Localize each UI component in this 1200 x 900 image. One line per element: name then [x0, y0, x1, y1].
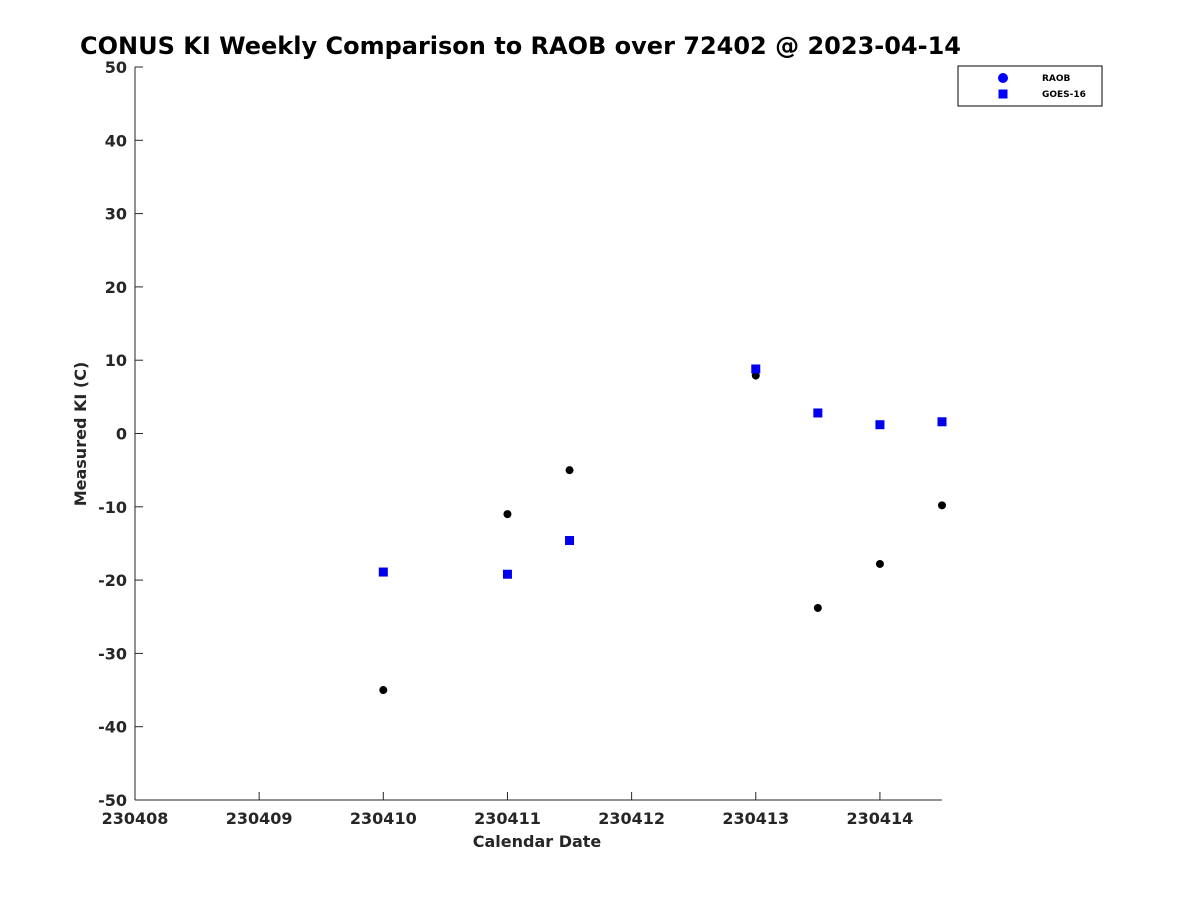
goes-16-point: [751, 364, 761, 374]
raob-point: [751, 371, 760, 380]
chart-title: CONUS KI Weekly Comparison to RAOB over …: [80, 32, 961, 60]
y-tick-label: -40: [98, 718, 127, 737]
y-axis-label: Measured KI (C): [71, 362, 90, 507]
legend-marker-raob: [998, 73, 1008, 83]
y-tick-label: -30: [98, 644, 127, 663]
raob-point: [379, 686, 388, 695]
goes-16-point: [502, 569, 512, 579]
goes-16-point: [813, 408, 823, 418]
data-points: [378, 364, 947, 695]
y-tick-label: -20: [98, 571, 127, 590]
goes-16-point: [565, 536, 575, 546]
legend-label-raob: RAOB: [1042, 74, 1071, 84]
x-tick-label: 230412: [598, 809, 665, 828]
y-tick-label: 50: [105, 58, 127, 77]
legend-marker-goes-16: [998, 89, 1008, 99]
goes-16-point: [378, 567, 388, 577]
raob-point: [938, 501, 946, 510]
y-tick-label: 10: [105, 351, 127, 370]
raob-point: [565, 466, 574, 475]
y-tick-label: 0: [116, 425, 127, 444]
y-tick-label: 40: [105, 131, 127, 150]
raob-point: [875, 559, 884, 568]
x-tick-label: 230411: [474, 809, 541, 828]
y-tick-label: -50: [98, 791, 127, 810]
legend: RAOB GOES-16: [957, 65, 1103, 107]
x-tick-label: 230413: [722, 809, 789, 828]
x-tick-label: 230408: [102, 809, 169, 828]
raob-point: [503, 510, 512, 519]
x-axis-label: Calendar Date: [473, 832, 602, 851]
x-tick-label: 230409: [226, 809, 293, 828]
legend-items: RAOB GOES-16: [998, 73, 1086, 100]
legend-box: [957, 65, 1103, 107]
legend-label-goes-16: GOES-16: [1042, 90, 1086, 100]
y-tick-label: 30: [105, 205, 127, 224]
y-tick-label: 20: [105, 278, 127, 297]
raob-point: [813, 603, 822, 612]
goes-16-point: [937, 417, 947, 427]
y-tick-label: -10: [98, 498, 127, 517]
goes-16-point: [875, 420, 885, 430]
x-tick-label: 230410: [350, 809, 417, 828]
x-tick-label: 230414: [847, 809, 914, 828]
